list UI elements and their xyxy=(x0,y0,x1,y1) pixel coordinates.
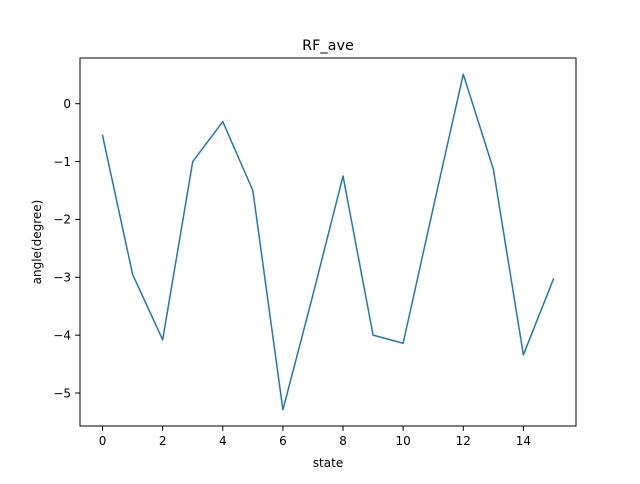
y-tick-label: −4 xyxy=(53,328,71,342)
series-line xyxy=(101,73,555,411)
y-tick-label: 0 xyxy=(63,97,71,111)
data-point xyxy=(462,73,464,75)
x-tick-label: 4 xyxy=(219,434,227,448)
data-point xyxy=(372,334,374,336)
x-tick-label: 6 xyxy=(279,434,287,448)
x-tick-label: 10 xyxy=(396,434,411,448)
x-tick-label: 2 xyxy=(159,434,167,448)
data-point xyxy=(492,168,494,170)
y-tick-label: −1 xyxy=(53,155,71,169)
x-axis-ticks: 0 2 4 6 8 10 12 14 xyxy=(99,426,531,448)
y-axis-ticks: 0 −1 −2 −3 −4 −5 xyxy=(53,97,80,400)
y-tick-label: −3 xyxy=(53,271,71,285)
data-point xyxy=(522,354,524,356)
plot-frame xyxy=(79,57,577,427)
x-axis-label: state xyxy=(313,456,343,470)
data-point xyxy=(402,342,404,344)
chart-title: RF_ave xyxy=(302,38,354,54)
data-point xyxy=(222,121,224,123)
y-axis-label: angle(degree) xyxy=(30,200,44,285)
data-point xyxy=(162,339,164,341)
y-tick-label: −5 xyxy=(53,386,71,400)
data-point xyxy=(552,278,555,280)
data-point xyxy=(132,273,134,276)
series-layer xyxy=(101,73,555,411)
x-tick-label: 0 xyxy=(99,434,107,448)
data-point xyxy=(101,134,104,137)
x-tick-label: 14 xyxy=(516,434,531,448)
y-tick-label: −2 xyxy=(53,213,71,227)
data-point xyxy=(192,160,194,163)
data-point xyxy=(342,175,344,177)
x-tick-label: 12 xyxy=(456,434,471,448)
data-point xyxy=(312,294,314,296)
x-tick-label: 8 xyxy=(339,434,347,448)
data-point xyxy=(252,189,254,192)
data-point xyxy=(282,409,284,411)
data-point xyxy=(432,207,434,209)
